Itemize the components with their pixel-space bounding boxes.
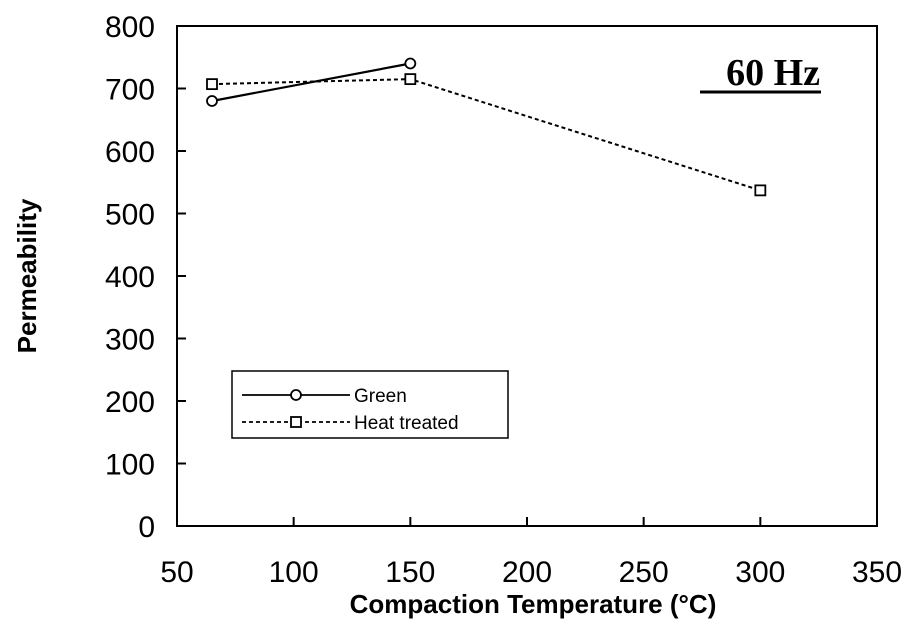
x-tick-label: 300 bbox=[735, 556, 785, 589]
x-tick-label: 50 bbox=[160, 556, 193, 589]
x-tick-label: 150 bbox=[385, 556, 435, 589]
legend-marker-heat-treated bbox=[290, 416, 302, 428]
x-axis-title: Compaction Temperature (°C) bbox=[350, 589, 717, 619]
x-tick-label: 200 bbox=[502, 556, 552, 589]
y-axis-title: Permeability bbox=[12, 198, 42, 353]
y-tick-label: 700 bbox=[105, 74, 155, 107]
plot-frame bbox=[176, 25, 878, 527]
legend-box bbox=[231, 370, 509, 439]
legend: Green Heat treated bbox=[231, 370, 509, 439]
x-tick-label: 250 bbox=[619, 556, 669, 589]
y-tick-label: 100 bbox=[105, 449, 155, 482]
x-axis-ticks: 50 100 150 200 250 300 350 bbox=[160, 517, 902, 589]
series-line-heat-treated bbox=[211, 78, 761, 192]
y-tick-label: 400 bbox=[105, 261, 155, 294]
y-tick-label: 600 bbox=[105, 136, 155, 169]
legend-marker-green bbox=[290, 389, 302, 401]
y-tick-label: 200 bbox=[105, 386, 155, 419]
legend-label-heat-treated: Heat treated bbox=[354, 413, 459, 434]
y-tick-label: 500 bbox=[105, 199, 155, 232]
legend-label-green: Green bbox=[354, 386, 407, 407]
y-tick-label: 300 bbox=[105, 324, 155, 357]
data-point-heat-treated bbox=[206, 78, 218, 91]
y-tick-label: 800 bbox=[105, 11, 155, 44]
x-tick-label: 350 bbox=[852, 556, 902, 589]
series-layer bbox=[206, 57, 767, 197]
y-axis-ticks: 0 100 200 300 400 500 600 700 800 bbox=[105, 11, 186, 544]
data-point-green bbox=[206, 95, 218, 107]
data-point-heat-treated bbox=[404, 73, 417, 86]
x-tick-label: 100 bbox=[269, 556, 319, 589]
y-tick-label: 0 bbox=[138, 511, 155, 544]
data-point-green bbox=[404, 57, 417, 70]
data-point-heat-treated bbox=[754, 184, 767, 197]
annotation-label: 60 Hz bbox=[726, 52, 820, 94]
